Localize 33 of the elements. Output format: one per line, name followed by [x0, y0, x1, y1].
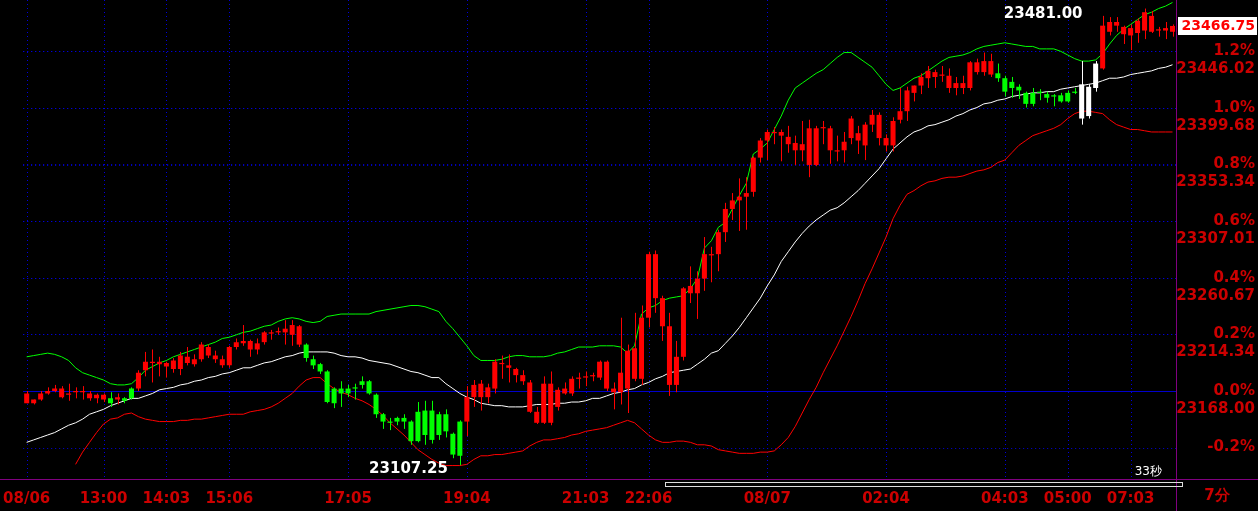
x-tick-label: 22:06 — [624, 488, 673, 507]
y2-tick-label: 0.2% — [1213, 324, 1255, 343]
y-tick-label: 23353.34 — [1176, 172, 1255, 191]
x-tick-label: 08/07 — [743, 488, 791, 507]
x-tick-label: 02:04 — [862, 488, 910, 507]
x-tick-label: 17:05 — [324, 488, 372, 507]
x-tick-label: 14:03 — [142, 488, 191, 507]
x-tick-label: 19:04 — [442, 488, 491, 507]
annotation: 23481.00 — [1003, 4, 1083, 23]
annotation: 23107.25 — [369, 459, 448, 478]
y2-tick-label: 0.8% — [1213, 154, 1255, 173]
y-tick-label: 23260.67 — [1176, 285, 1255, 304]
y-tick-label: 23168.00 — [1176, 398, 1255, 417]
x-tick-label: 07:03 — [1106, 488, 1155, 507]
x-tick-label: 21:03 — [561, 488, 610, 507]
x-tick-label: 04:03 — [980, 488, 1029, 507]
y2-tick-label: -0.2% — [1207, 437, 1255, 456]
x-tick-label: 15:06 — [205, 488, 254, 507]
x-tick-label: 08/06 — [3, 488, 51, 507]
text: 23466.75 — [1181, 16, 1255, 33]
y2-tick-label: 0.6% — [1213, 210, 1255, 229]
x-tick-label: 05:00 — [1043, 488, 1092, 507]
y-tick-label: 23446.02 — [1176, 59, 1255, 78]
x-tick-label: 13:00 — [79, 488, 128, 507]
y2-tick-label: 1.2% — [1213, 41, 1255, 60]
y-tick-label: 23307.01 — [1176, 229, 1255, 248]
y2-tick-label: 0.0% — [1213, 380, 1255, 399]
y-tick-label: 23214.34 — [1176, 342, 1255, 361]
text: 7分 — [1204, 485, 1231, 504]
annotation: 33秒 — [1134, 464, 1162, 479]
y2-tick-label: 0.4% — [1213, 267, 1255, 286]
y-tick-label: 23399.68 — [1176, 115, 1255, 134]
y2-tick-label: 1.0% — [1213, 97, 1255, 116]
